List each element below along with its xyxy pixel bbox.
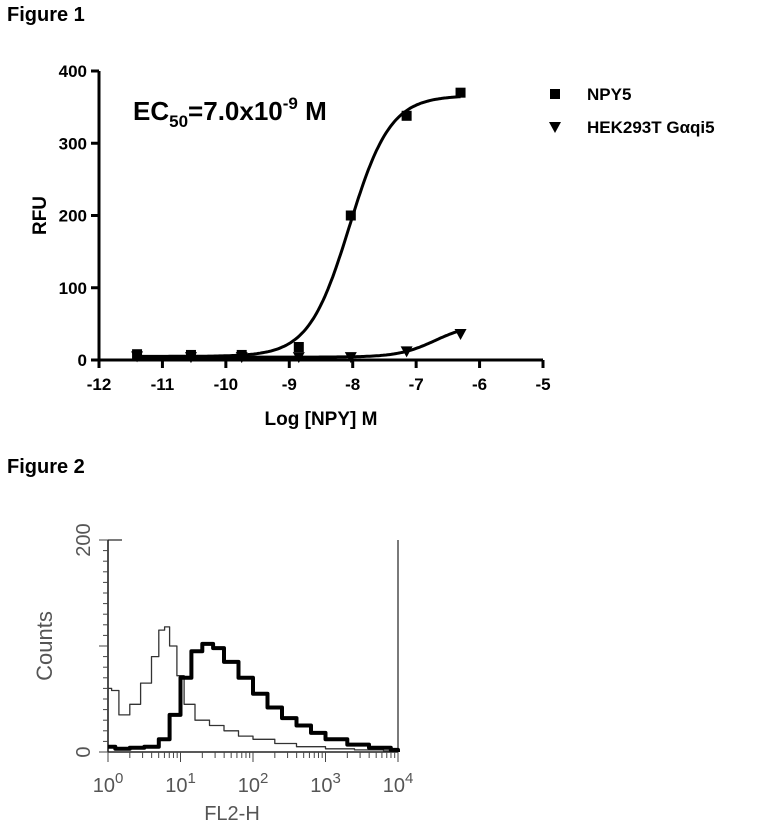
y-tick-label: 300: [59, 134, 87, 153]
y-axis-label: Counts: [32, 611, 57, 681]
x-tick-label: 100: [93, 770, 124, 797]
data-point-hek293t: [184, 352, 197, 364]
legend-marker-hek293t: [549, 122, 561, 133]
x-tick-label: 102: [238, 770, 269, 797]
y-tick-label: 200: [73, 523, 95, 556]
data-point-hek293t: [131, 351, 144, 363]
y-tick-label: 100: [59, 279, 87, 298]
data-point-npy5: [401, 110, 412, 121]
x-axis-label: Log [NPY] M: [265, 409, 378, 430]
y-tick-label: 200: [59, 207, 87, 226]
data-point-hek293t: [344, 352, 357, 364]
data-point-hek293t: [400, 346, 413, 358]
histogram-control: [108, 626, 399, 752]
figure1-chart: 0 100 200 300 400 -12 -11 -10 -9 -8 -7 -6 -5 Log [NPY…: [30, 62, 715, 430]
x-tick-label: -12: [87, 375, 112, 394]
x-tick-label: -5: [535, 375, 550, 394]
y-axis-label: RFU: [30, 196, 51, 235]
data-point-hek293t: [235, 352, 248, 364]
x-tick-label: -6: [472, 375, 487, 394]
legend-marker-npy5: [550, 89, 560, 99]
x-axis-label: FL2-H: [204, 803, 260, 825]
figure2-label: Figure 2: [7, 456, 85, 478]
data-point-npy5: [345, 210, 356, 221]
x-tick-label: 104: [383, 770, 414, 797]
legend-label: HEK293T Gαqi5: [587, 118, 715, 137]
data-point-npy5: [293, 341, 304, 352]
x-tick-label: 103: [310, 770, 341, 797]
x-tick-label: -9: [282, 375, 297, 394]
x-tick-label: 101: [165, 770, 196, 797]
x-tick-label: -10: [214, 375, 239, 394]
ec50-annotation: EC50=7.0x10-9 M: [133, 94, 327, 131]
data-point-hek293t: [292, 352, 305, 364]
legend-label: NPY5: [587, 85, 631, 104]
y-tick-label: 400: [59, 62, 87, 81]
figure1-label: Figure 1: [7, 4, 85, 26]
x-tick-label: -7: [409, 375, 424, 394]
data-point-npy5: [455, 87, 466, 98]
x-tick-label: -11: [151, 375, 175, 394]
y-tick-label: 0: [78, 351, 87, 370]
x-tick-label: -8: [345, 375, 360, 394]
data-point-hek293t: [454, 328, 467, 340]
y-tick-label: 0: [73, 746, 95, 757]
histogram-npy5: [108, 641, 400, 752]
